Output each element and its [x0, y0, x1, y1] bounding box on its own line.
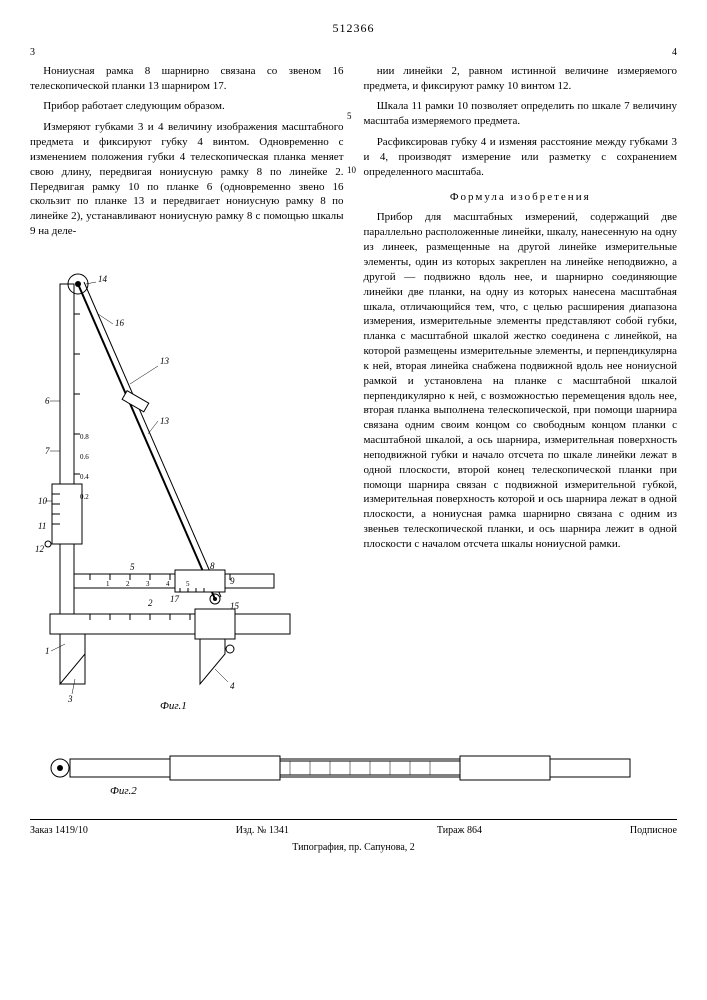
footer-row: Заказ 1419/10 Изд. № 1341 Тираж 864 Подп…: [30, 824, 677, 838]
para: Расфиксировав губку 4 и изменяя расстоян…: [364, 135, 678, 180]
footer-sub: Подписное: [630, 824, 677, 838]
left-column: Нониусная рамка 8 шарнирно связана со зв…: [30, 64, 344, 724]
svg-text:15: 15: [230, 601, 240, 611]
margin-line-10: 10: [347, 164, 356, 176]
column-numbers: 3 4: [30, 46, 677, 60]
svg-text:9: 9: [230, 576, 235, 586]
figure-2: Фиг.2: [30, 739, 677, 799]
svg-text:3: 3: [67, 694, 73, 704]
svg-text:12: 12: [35, 544, 45, 554]
svg-text:13: 13: [160, 416, 170, 426]
footer-order: Заказ 1419/10: [30, 824, 88, 838]
svg-text:2: 2: [126, 580, 130, 588]
svg-text:17: 17: [170, 594, 180, 604]
margin-line-5: 5: [347, 110, 352, 122]
svg-text:11: 11: [38, 521, 46, 531]
para: нии линейки 2, равном истинной величине …: [364, 64, 678, 94]
col-num-left: 3: [30, 46, 35, 60]
svg-text:13: 13: [160, 356, 170, 366]
svg-text:8: 8: [210, 561, 215, 571]
footer-tirazh: Тираж 864: [437, 824, 482, 838]
svg-text:16: 16: [115, 318, 125, 328]
text-columns: 5 10 Нониусная рамка 8 шарнирно связана …: [30, 64, 677, 724]
formula-title: Формула изобретения: [364, 190, 678, 205]
svg-text:2: 2: [148, 598, 153, 608]
svg-text:3: 3: [146, 580, 150, 588]
svg-text:6: 6: [45, 396, 50, 406]
svg-text:1: 1: [106, 580, 110, 588]
para: Прибор работает следующим образом.: [30, 99, 344, 114]
para: Нониусная рамка 8 шарнирно связана со зв…: [30, 64, 344, 94]
footer-typo: Типография, пр. Сапунова, 2: [30, 841, 677, 855]
svg-text:0.2: 0.2: [80, 493, 89, 501]
right-column: нии линейки 2, равном истинной величине …: [364, 64, 678, 724]
svg-text:Фиг.2: Фиг.2: [110, 785, 137, 797]
para-formula: Прибор для масштабных измерений, содержа…: [364, 210, 678, 551]
svg-text:0.8: 0.8: [80, 433, 89, 441]
figure-1: 1 2 3 4 5 6 7 8 9 10: [30, 254, 344, 714]
svg-text:5: 5: [186, 580, 190, 588]
svg-text:5: 5: [130, 562, 135, 572]
svg-text:7: 7: [45, 446, 50, 456]
svg-text:4: 4: [230, 681, 235, 691]
svg-text:4: 4: [166, 580, 170, 588]
para: Измеряют губками 3 и 4 величину изображе…: [30, 120, 344, 239]
footer: Заказ 1419/10 Изд. № 1341 Тираж 864 Подп…: [30, 819, 677, 855]
figure-1-svg: 1 2 3 4 5 6 7 8 9 10: [30, 254, 340, 714]
svg-text:14: 14: [98, 274, 108, 284]
para: Шкала 11 рамки 10 позволяет определить п…: [364, 99, 678, 129]
page: 512366 3 4 5 10 Нониусная рамка 8 шарнир…: [0, 0, 707, 875]
svg-text:0.6: 0.6: [80, 453, 89, 461]
svg-text:Фиг.1: Фиг.1: [160, 700, 187, 712]
svg-text:0.4: 0.4: [80, 473, 89, 481]
svg-text:1: 1: [45, 646, 50, 656]
footer-izd: Изд. № 1341: [236, 824, 289, 838]
col-num-right: 4: [672, 46, 677, 60]
figure-2-svg: Фиг.2: [30, 739, 670, 799]
doc-number: 512366: [30, 20, 677, 36]
